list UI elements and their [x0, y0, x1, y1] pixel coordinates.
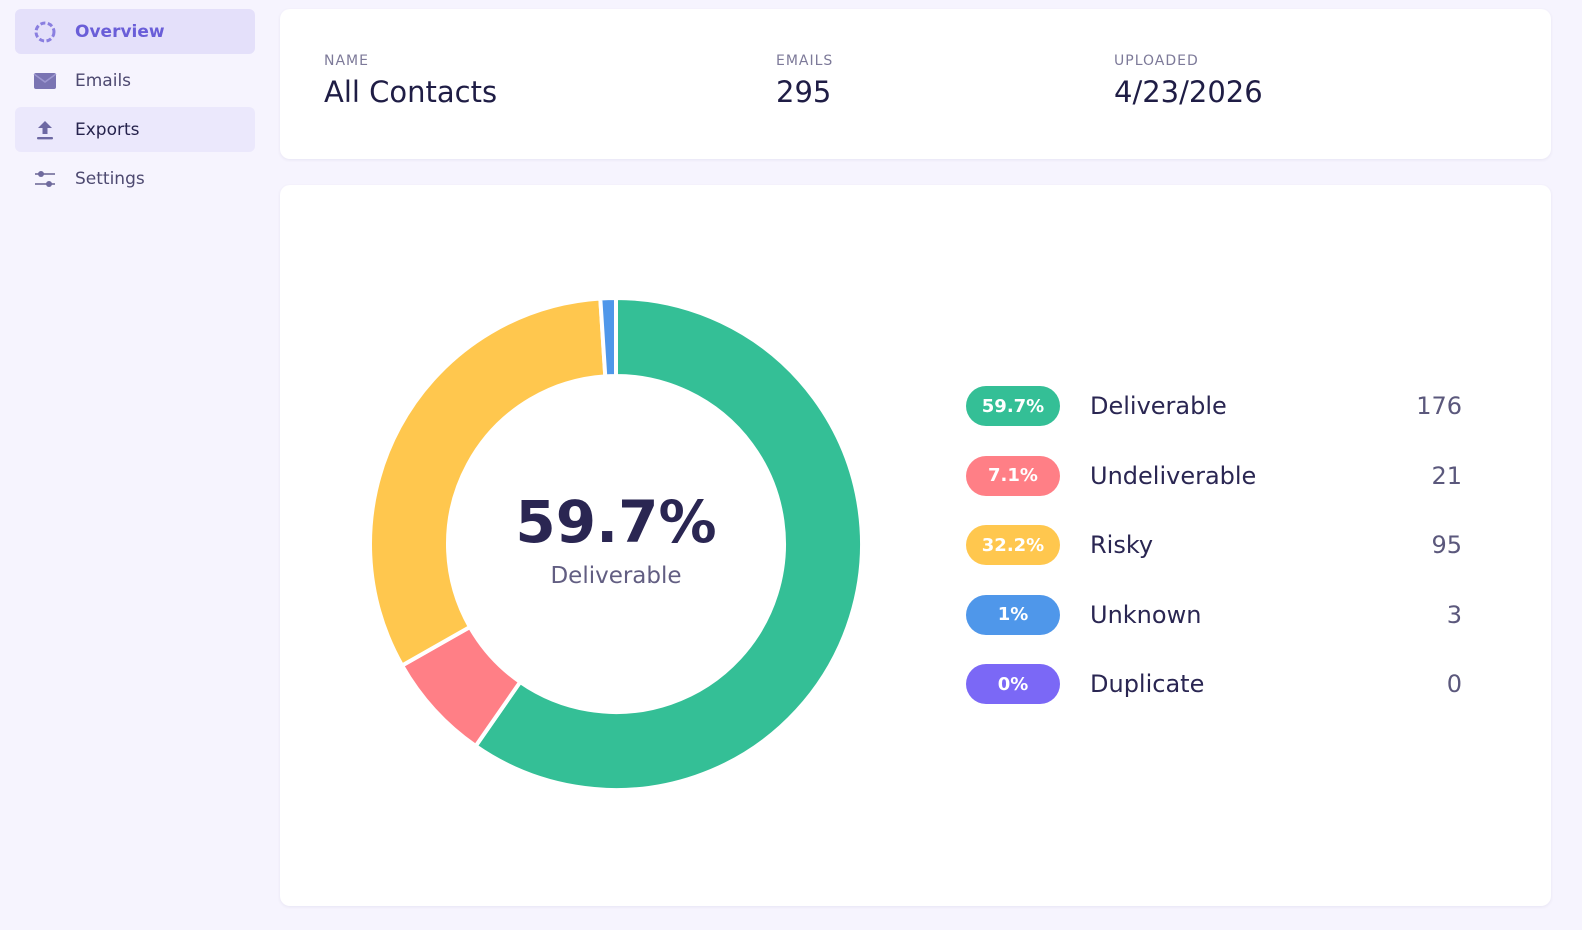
legend-percent-pill: 1%	[966, 594, 1060, 635]
donut-center-value: 59.7%	[515, 488, 717, 556]
legend-row-deliverable[interactable]: 59.7% Deliverable 176	[966, 386, 1462, 426]
legend-count: 95	[1431, 531, 1462, 559]
donut-slice-unknown[interactable]	[598, 298, 618, 379]
name-label: NAME	[324, 53, 369, 69]
sidebar: Overview Emails Exports Se	[15, 9, 255, 205]
legend-count: 0	[1446, 670, 1462, 698]
legend-row-duplicate[interactable]: 0% Duplicate 0	[966, 664, 1462, 704]
legend-percent-pill: 59.7%	[966, 386, 1060, 426]
chart-legend: 59.7% Deliverable 176 7.1% Undeliverable…	[966, 386, 1462, 734]
legend-percent-pill: 7.1%	[966, 455, 1060, 496]
legend-name: Undeliverable	[1090, 461, 1257, 490]
sidebar-item-exports[interactable]: Exports	[15, 107, 255, 152]
donut-slice-deliverable[interactable]	[472, 298, 862, 790]
donut-svg	[370, 298, 862, 790]
sidebar-item-label: Exports	[75, 119, 140, 140]
emails-field: EMAILS 295	[776, 53, 833, 109]
overview-icon	[30, 20, 60, 44]
donut-center: 59.7% Deliverable	[370, 298, 862, 790]
uploaded-value: 4/23/2026	[1114, 75, 1263, 109]
upload-icon	[30, 118, 60, 142]
name-field: NAME All Contacts	[324, 53, 497, 109]
legend-row-risky[interactable]: 32.2% Risky 95	[966, 525, 1462, 565]
legend-name: Deliverable	[1090, 392, 1227, 420]
deliverability-card: 59.7% Deliverable 59.7% Deliverable 176 …	[280, 185, 1551, 906]
sidebar-item-label: Overview	[75, 21, 165, 42]
legend-name: Risky	[1090, 531, 1154, 559]
legend-name: Duplicate	[1090, 670, 1205, 698]
list-summary-card: NAME All Contacts EMAILS 295 UPLOADED 4/…	[280, 9, 1551, 159]
legend-row-unknown[interactable]: 1% Unknown 3	[966, 594, 1462, 635]
uploaded-label: UPLOADED	[1114, 53, 1199, 69]
donut-chart: 59.7% Deliverable	[370, 298, 862, 790]
sliders-icon	[30, 167, 60, 191]
legend-percent-pill: 0%	[966, 664, 1060, 704]
sidebar-item-overview[interactable]: Overview	[15, 9, 255, 54]
sidebar-item-label: Settings	[75, 168, 145, 189]
donut-center-label: Deliverable	[550, 563, 682, 589]
emails-value: 295	[776, 75, 832, 109]
uploaded-field: UPLOADED 4/23/2026	[1114, 53, 1263, 109]
legend-percent-pill: 32.2%	[966, 525, 1060, 565]
legend-name: Unknown	[1090, 600, 1202, 629]
legend-count: 176	[1416, 392, 1462, 420]
legend-count: 21	[1431, 461, 1462, 490]
sidebar-item-label: Emails	[75, 70, 132, 91]
sidebar-item-emails[interactable]: Emails	[15, 58, 255, 103]
sidebar-item-settings[interactable]: Settings	[15, 156, 255, 201]
donut-slice-risky[interactable]	[370, 298, 608, 669]
name-value: All Contacts	[324, 75, 498, 109]
envelope-icon	[30, 69, 60, 93]
emails-label: EMAILS	[776, 53, 834, 69]
legend-row-undeliverable[interactable]: 7.1% Undeliverable 21	[966, 455, 1462, 496]
legend-count: 3	[1446, 600, 1462, 629]
